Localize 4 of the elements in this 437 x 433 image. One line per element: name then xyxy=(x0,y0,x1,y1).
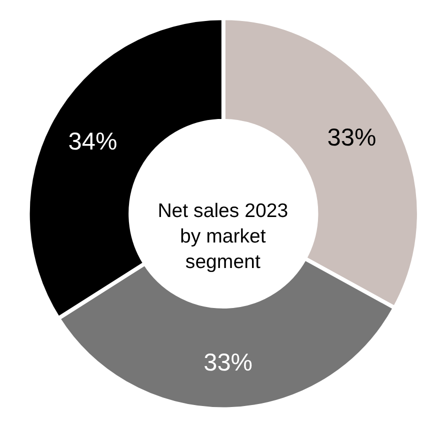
data-label: 33% xyxy=(327,124,376,152)
data-label: 33% xyxy=(204,350,253,377)
text: Net sales 2023 by market segment xyxy=(158,200,288,273)
data-label: 34% xyxy=(68,128,118,156)
